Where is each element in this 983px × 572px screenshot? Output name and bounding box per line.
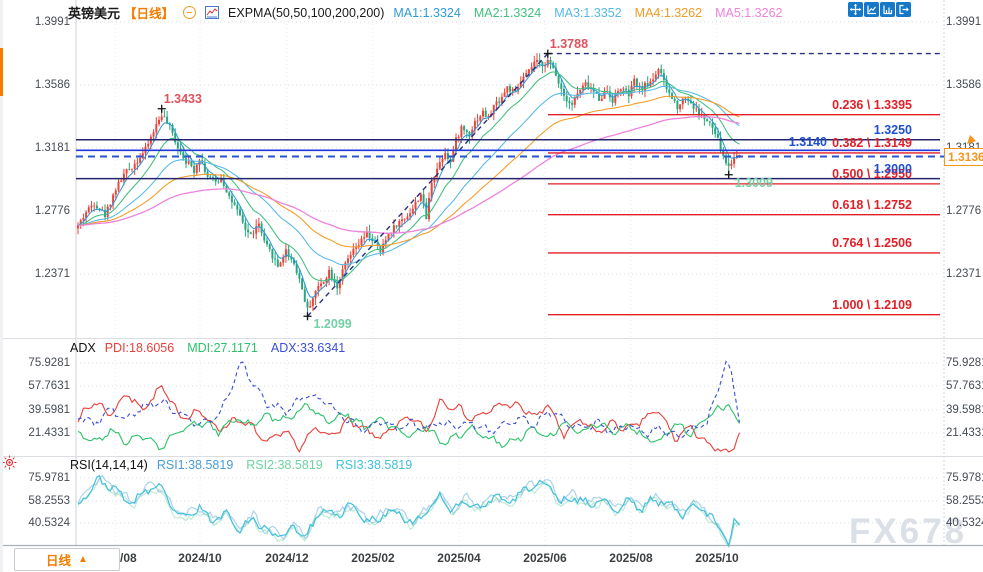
rsi-header: RSI(14,14,14) RSI1:38.5819 RSI2:38.5819 RS… xyxy=(70,458,412,472)
swing-label-low: 1.2099 xyxy=(313,317,352,332)
rsi-series-rsi3 xyxy=(77,474,740,548)
rsi-axis-tick-right: 75.9781 xyxy=(946,472,983,484)
price-axis-tick-left: 1.3586 xyxy=(34,79,70,91)
left-scrollbar[interactable] xyxy=(0,0,3,572)
time-axis-label: 2024/12 xyxy=(265,551,309,565)
hline-label: 1.3140 xyxy=(788,135,827,150)
rsi-series-rsi2 xyxy=(77,476,740,548)
axis-chart-icon[interactable] xyxy=(880,2,895,17)
ma-value: MA1:1.3324 xyxy=(393,5,461,20)
ma-value: MA5:1.3262 xyxy=(715,5,783,20)
ma-value: MA2:1.3324 xyxy=(473,5,542,20)
rsi-value: RSI1:38.5819 xyxy=(156,458,234,472)
swing-cross-marker xyxy=(157,104,166,113)
adx-axis-tick-right: 39.5981 xyxy=(946,404,983,416)
adx-value: ADX:33.6341 xyxy=(270,341,346,355)
ema-line-5 xyxy=(77,115,740,234)
watermark: FX678 xyxy=(849,512,968,551)
ema-line-3 xyxy=(77,85,740,266)
price-axis-tick-right: 1.2371 xyxy=(946,268,982,280)
adx-axis-tick-right: 21.4331 xyxy=(946,427,983,439)
period-selector[interactable]: 日线 ▲ xyxy=(14,548,120,571)
time-axis-label: 2025/10 xyxy=(695,551,739,565)
adx-axis-tick-right: 57.7631 xyxy=(946,380,983,392)
adx-axis-tick-left: 21.4331 xyxy=(28,427,70,439)
time-axis-label: 2025/08 xyxy=(609,551,653,565)
main-header: 英镑美元 【日线】 EXPMA(50,50,100,200,200) MA1:1… xyxy=(68,3,783,22)
triangle-up-icon: ▲ xyxy=(78,554,88,565)
rsi-values: RSI1:38.5819 RSI2:38.5819 RSI3:38.5819 xyxy=(157,458,412,472)
indicator-chart-icon[interactable] xyxy=(205,6,220,19)
price-axis-tick-right: 1.3991 xyxy=(946,16,982,28)
period-label: 日线 xyxy=(46,554,72,568)
fib-label: 0.618 \ 1.2752 xyxy=(832,197,912,212)
adx-axis-tick-left: 39.5981 xyxy=(28,404,70,416)
fib-label: 1.000 \ 1.2109 xyxy=(832,297,912,312)
move-icon[interactable] xyxy=(848,2,863,17)
adx-value: PDI:18.6056 xyxy=(104,341,175,355)
swing-label-high: 1.3788 xyxy=(549,36,589,51)
rsi-axis-tick-left: 58.2553 xyxy=(28,495,70,507)
fib-label: 0.500 \ 1.2950 xyxy=(832,166,912,181)
adx-series-mdi xyxy=(77,402,740,451)
rsi-title: RSI(14,14,14) xyxy=(70,458,148,472)
time-axis-label: 2025/02 xyxy=(351,551,395,565)
rsi-axis-tick-left: 40.5324 xyxy=(28,517,70,529)
ema-line-2 xyxy=(77,71,740,282)
ma-legend: MA1:1.3324 MA2:1.3324 MA3:1.3352 MA4:1.3262… xyxy=(393,6,782,20)
period-tag: 【日线】 xyxy=(124,7,175,21)
time-axis-label: 2024/10 xyxy=(178,551,222,565)
adx-axis-tick-right: 75.9281 xyxy=(946,357,983,369)
adx-values: PDI:18.6056 MDI:27.1171 ADX:33.6341 xyxy=(105,341,346,355)
hline-label: 1.3250 xyxy=(873,122,912,137)
hline-label: 1.3000 xyxy=(873,161,912,176)
time-axis-label: 2025/04 xyxy=(437,551,481,565)
rsi-axis-tick-right: 40.5324 xyxy=(946,517,983,529)
symbol-title: 英镑美元 xyxy=(68,6,121,21)
price-axis-tick-right: 1.2776 xyxy=(946,205,982,217)
swing-cross-marker xyxy=(543,49,552,58)
price-axis-tick-left: 1.2776 xyxy=(34,205,70,217)
ma-value: MA4:1.3262 xyxy=(634,5,703,20)
swing-label-low: 1.3009 xyxy=(734,175,773,190)
rsi-axis-tick-right: 58.2553 xyxy=(946,495,983,507)
price-axis-tick-left: 1.3181 xyxy=(34,142,70,154)
rsi-value: RSI3:38.5819 xyxy=(335,458,413,472)
fib-label: 0.236 \ 1.3395 xyxy=(832,97,912,112)
minus-bar xyxy=(187,11,193,14)
adx-title: ADX xyxy=(70,341,96,355)
price-marker-icon xyxy=(967,135,976,144)
fib-label: 0.382 \ 1.3149 xyxy=(832,135,912,150)
indicator-label: EXPMA(50,50,100,200,200) xyxy=(228,5,385,20)
time-axis-label: 2025/06 xyxy=(523,551,567,565)
sun-icon[interactable] xyxy=(1,454,18,471)
ema-line-4 xyxy=(77,95,740,248)
adx-series-adx xyxy=(77,360,741,439)
scale-chart-icon[interactable] xyxy=(864,2,879,17)
price-axis-tick-right: 1.3586 xyxy=(946,79,982,91)
adx-series-pdi xyxy=(77,384,741,453)
last-price-badge: 1.3136 xyxy=(944,148,983,166)
collapse-icon[interactable] xyxy=(183,6,197,19)
swing-label-high: 1.3433 xyxy=(163,91,202,106)
fib-label: 0.764 \ 1.2506 xyxy=(832,235,912,250)
swing-cross-marker xyxy=(724,170,733,179)
price-axis-tick-left: 1.2371 xyxy=(34,268,70,280)
adx-axis-tick-left: 57.7631 xyxy=(28,380,70,392)
rsi-value: RSI2:38.5819 xyxy=(246,458,323,472)
adx-axis-tick-left: 75.9281 xyxy=(28,357,70,369)
chart-toolbar xyxy=(848,2,911,17)
left-scrollbar-thumb[interactable] xyxy=(0,48,3,96)
exit-icon[interactable] xyxy=(896,2,911,17)
ma-value: MA3:1.3352 xyxy=(554,5,622,20)
adx-header: ADX PDI:18.6056 MDI:27.1171 ADX:33.6341 xyxy=(70,341,345,355)
candle-bodies-down xyxy=(95,59,730,308)
swing-cross-marker xyxy=(303,312,312,321)
price-axis-tick-left: 1.3991 xyxy=(34,16,70,28)
rsi-axis-tick-left: 75.9781 xyxy=(28,472,70,484)
adx-value: MDI:27.1171 xyxy=(187,341,258,355)
